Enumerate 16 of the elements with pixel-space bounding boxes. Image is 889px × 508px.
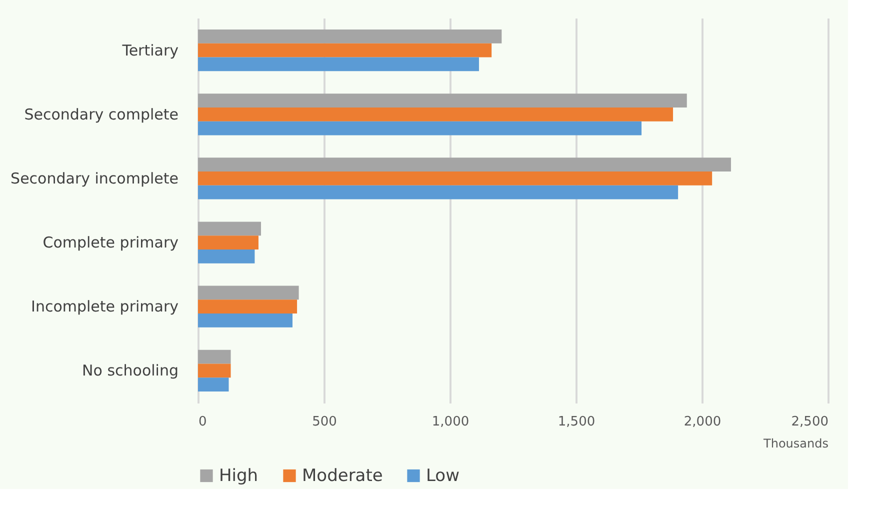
legend-label: High bbox=[219, 466, 258, 486]
x-tick-label: 0 bbox=[198, 414, 207, 430]
y-tick-label: Incomplete primary bbox=[31, 298, 179, 316]
legend-label: Low bbox=[426, 466, 460, 486]
x-axis-title: Thousands bbox=[762, 436, 828, 450]
y-tick-label: Tertiary bbox=[121, 41, 179, 60]
y-tick-label: Secondary complete bbox=[24, 105, 178, 124]
x-tick-label: 2,500 bbox=[791, 414, 828, 430]
legend-label: Moderate bbox=[302, 466, 383, 486]
y-tick-label: Complete primary bbox=[42, 234, 179, 252]
x-tick-label: 2,000 bbox=[684, 414, 722, 430]
y-tick-label: Secondary incomplete bbox=[10, 169, 178, 188]
x-tick-label: 1,000 bbox=[432, 414, 470, 430]
x-tick-label: 500 bbox=[312, 414, 337, 430]
x-tick-label: 1,500 bbox=[558, 414, 596, 430]
y-tick-label: No schooling bbox=[82, 362, 178, 380]
